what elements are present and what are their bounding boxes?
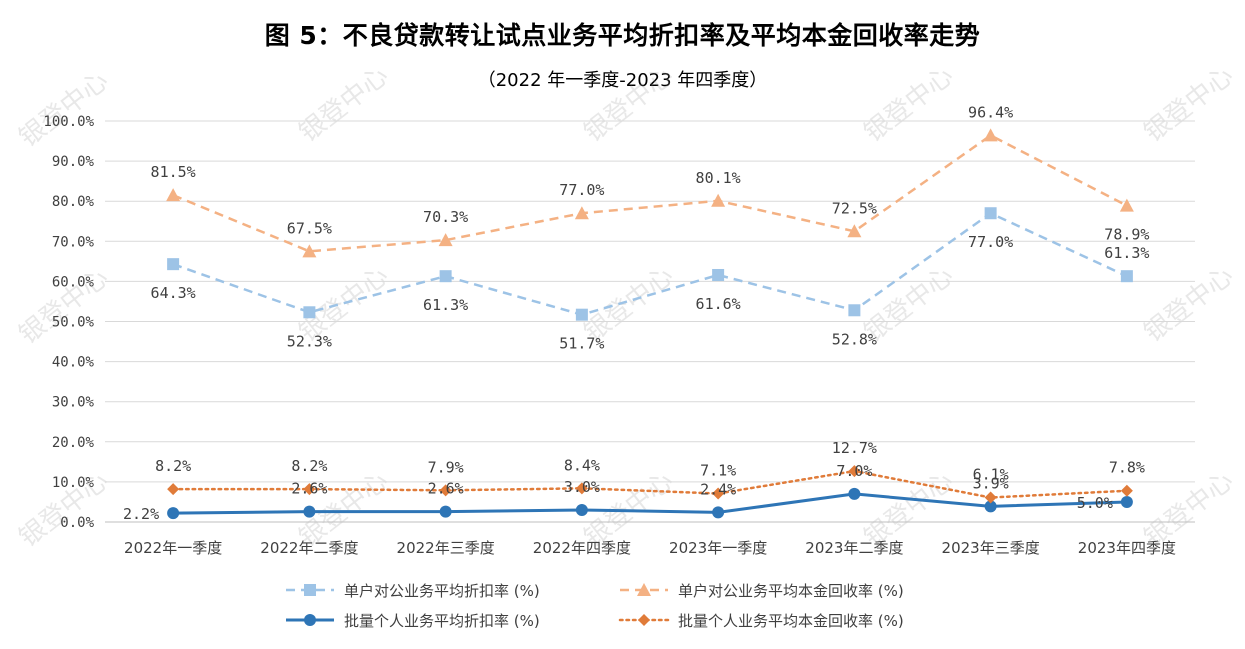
legend-label-3: 批量个人业务平均折扣率 (%) [344, 612, 540, 630]
series-1-data-label: 51.7% [559, 335, 604, 353]
series-2-data-label: 67.5% [287, 219, 332, 237]
series-4-data-label: 7.1% [700, 462, 736, 480]
series-1-point [575, 308, 588, 321]
series-line-1 [172, 211, 1128, 316]
y-tick-label: 90.0% [52, 154, 95, 170]
series-2-data-label: 70.3% [423, 208, 468, 226]
series-3-data-label: 2.6% [291, 480, 327, 498]
legend-label-4: 批量个人业务平均本金回收率 (%) [678, 612, 904, 630]
series-2-point [711, 193, 726, 207]
series-4-data-label: 8.2% [291, 457, 327, 475]
series-3-point [1120, 495, 1133, 508]
series-line-2 [172, 133, 1128, 253]
series-1-data-label: 52.3% [287, 332, 332, 350]
series-3-data-label: 7.0% [836, 462, 872, 480]
legend-marker-3 [304, 614, 316, 626]
x-tick-label: 2023年三季度 [942, 539, 1040, 557]
series-4-data-label: 8.2% [155, 457, 191, 475]
series-4-point [984, 491, 997, 504]
x-tick-label: 2023年四季度 [1078, 539, 1176, 557]
series-2-point [847, 224, 862, 238]
series-3-point [439, 505, 452, 518]
series-3-point [984, 500, 997, 513]
legend-marker-4 [638, 614, 650, 626]
series-2-data-label: 80.1% [696, 169, 741, 187]
series-4-point [303, 483, 316, 496]
series-1-data-label: 52.8% [832, 330, 877, 348]
y-tick-label: 30.0% [52, 395, 95, 411]
y-tick-label: 70.0% [52, 234, 95, 250]
legend-label-2: 单户对公业务平均本金回收率 (%) [678, 582, 904, 600]
series-1-point [303, 306, 316, 319]
series-1-data-label: 61.3% [423, 296, 468, 314]
series-4-point [712, 487, 725, 500]
y-tick-label: 60.0% [52, 274, 95, 290]
series-3-data-label: 3.0% [564, 478, 600, 496]
series-3-point [712, 506, 725, 519]
series-2-data-label: 78.9% [1104, 226, 1149, 244]
series-line-3 [173, 492, 1127, 515]
series-3-point [848, 487, 861, 500]
series-line-4 [171, 469, 1129, 499]
x-tick-label: 2022年一季度 [124, 539, 222, 557]
x-tick-label: 2022年二季度 [260, 539, 358, 557]
series-2-data-label: 81.5% [151, 163, 196, 181]
series-2-point [574, 206, 589, 220]
series-4-point [848, 465, 861, 478]
series-1-point [167, 258, 180, 271]
chart-subtitle: （2022 年一季度-2023 年四季度） [477, 70, 768, 91]
y-tick-label: 50.0% [52, 315, 95, 331]
series-3-data-label: 2.6% [428, 480, 464, 498]
series-3-point [167, 507, 180, 520]
series-1-point [848, 304, 861, 317]
series-4-data-label: 12.7% [832, 439, 877, 457]
series-3-point [303, 505, 316, 518]
series-4-point [167, 483, 180, 496]
chart-title: 图 5：不良贷款转让试点业务平均折扣率及平均本金回收率走势 [264, 21, 981, 50]
series-4-data-label: 7.8% [1109, 459, 1145, 477]
series-2-point [983, 128, 998, 142]
series-1-data-label: 64.3% [151, 284, 196, 302]
series-4-data-label: 6.1% [973, 466, 1009, 484]
x-tick-label: 2022年三季度 [397, 539, 495, 557]
series-1-data-label: 61.6% [696, 295, 741, 313]
series-1-point [984, 207, 997, 220]
series-4-data-label: 8.4% [564, 456, 600, 474]
series-1-point [439, 270, 452, 283]
legend-marker-2 [637, 583, 651, 596]
series-3-data-label: 2.4% [700, 480, 736, 498]
series-1-data-label: 77.0% [968, 233, 1013, 251]
series-2-data-label: 72.5% [832, 199, 877, 217]
series-4-point [575, 482, 588, 495]
series-2-point [302, 244, 317, 258]
series-4-point [1120, 484, 1133, 497]
series-2-point [166, 188, 181, 202]
y-tick-label: 0.0% [60, 515, 94, 531]
series-1-point [1120, 270, 1133, 283]
series-2-data-label: 96.4% [968, 103, 1013, 121]
y-tick-label: 10.0% [52, 475, 95, 491]
series-3-point [575, 503, 588, 516]
x-tick-label: 2022年四季度 [533, 539, 631, 557]
series-3-data-label: 3.9% [973, 474, 1009, 492]
legend-marker-1 [304, 584, 316, 596]
y-tick-label: 40.0% [52, 355, 95, 371]
series-2-data-label: 77.0% [559, 181, 604, 199]
series-1-point [712, 268, 725, 281]
x-tick-label: 2023年二季度 [805, 539, 903, 557]
series-3-data-label: 2.2% [123, 505, 159, 523]
series-4-point [439, 484, 452, 497]
series-4-data-label: 7.9% [428, 458, 464, 476]
y-tick-label: 20.0% [52, 435, 95, 451]
series-2-point [438, 233, 453, 247]
series-1-data-label: 61.3% [1104, 244, 1149, 262]
x-tick-label: 2023年一季度 [669, 539, 767, 557]
legend-label-1: 单户对公业务平均折扣率 (%) [344, 582, 540, 600]
y-tick-label: 80.0% [52, 194, 95, 210]
series-2-point [1119, 198, 1134, 212]
series-3-data-label: 5.0% [1077, 494, 1113, 512]
y-tick-label: 100.0% [43, 114, 94, 130]
